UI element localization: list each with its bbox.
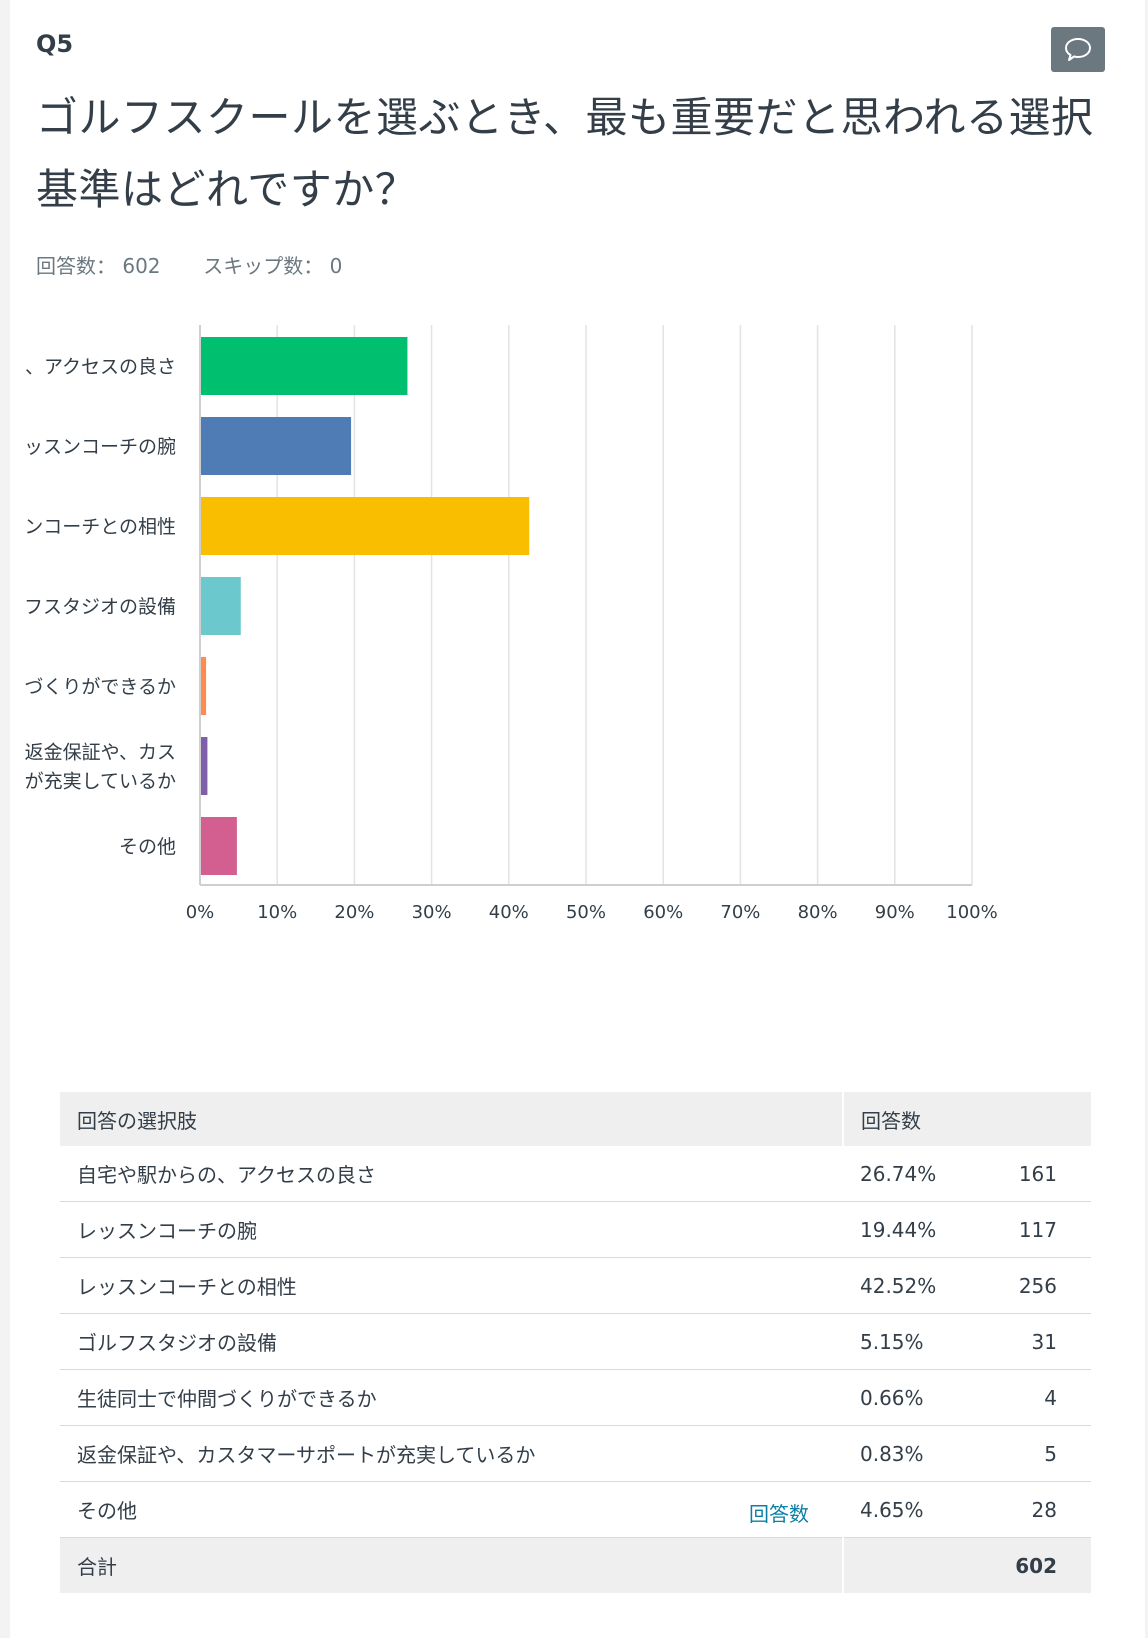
choice-label: 返金保証や、カスタマーサポートが充実しているか [77, 1443, 536, 1467]
choice-label: ゴルフスタジオの設備 [77, 1331, 277, 1355]
choice-label: 生徒同士で仲間づくりができるか [77, 1387, 377, 1411]
x-tick-label: 60% [643, 902, 683, 923]
table-row: その他 回答数 4.65% 28 [60, 1481, 1091, 1538]
choice-percent: 26.74% [843, 1146, 952, 1202]
choice-count: 28 [952, 1481, 1091, 1538]
table-row: ゴルフスタジオの設備 5.15% 31 [60, 1313, 1091, 1370]
skipped-count: 0 [329, 254, 343, 278]
choice-percent: 19.44% [843, 1201, 952, 1258]
choice-count: 31 [952, 1313, 1091, 1370]
x-tick-label: 20% [334, 902, 374, 923]
choice-label: 自宅や駅からの、アクセスの良さ [77, 1163, 376, 1187]
choice-label: レッスンコーチとの相性 [77, 1275, 297, 1299]
question-title: ゴルフスクールを選ぶとき、最も重要だと思われる選択基準はどれですか？ [36, 93, 1094, 214]
x-tick-label: 100% [946, 902, 997, 923]
bar[interactable] [201, 817, 237, 875]
x-tick-label: 70% [720, 902, 760, 923]
response-summary: 回答数： 602 スキップ数： 0 [36, 250, 342, 279]
x-tick-label: 0% [186, 902, 215, 923]
bar[interactable] [201, 737, 208, 795]
table-row: レッスンコーチとの相性 42.52% 256 [60, 1257, 1091, 1314]
category-label: づくりができるか [24, 676, 176, 698]
category-label: フスタジオの設備 [24, 596, 176, 618]
choice-count: 5 [952, 1425, 1091, 1482]
response-table: 回答の選択肢 回答数 自宅や駅からの、アクセスの良さ 26.74% 161 レッスンコ… [60, 1092, 1091, 1593]
table-row: 返金保証や、カスタマーサポートが充実しているか 0.83% 5 [60, 1425, 1091, 1482]
x-tick-label: 80% [798, 902, 838, 923]
table-row: 自宅や駅からの、アクセスの良さ 26.74% 161 [60, 1146, 1091, 1202]
category-label: ッスンコーチの腕 [24, 436, 176, 458]
choice-percent: 4.65% [843, 1481, 952, 1538]
choice-count: 117 [952, 1201, 1091, 1258]
table-row: レッスンコーチの腕 19.44% 117 [60, 1201, 1091, 1258]
speech-bubble-icon [1065, 37, 1091, 61]
choice-percent: 5.15% [843, 1313, 952, 1370]
question-number: Q5 [36, 30, 74, 58]
answered-count: 602 [122, 254, 161, 278]
choice-count: 161 [952, 1146, 1091, 1202]
header-responses: 回答数 [842, 1092, 1091, 1146]
bar-chart: 0% 10% 20% 30% 40% 50% 60% 70% 80% 90% 100% 、アクセスの良… [24, 325, 998, 923]
choice-percent: 0.66% [843, 1369, 952, 1426]
total-count: 602 [952, 1537, 1091, 1593]
table-total-row: 合計 602 [60, 1537, 1091, 1593]
header-choice: 回答の選択肢 [60, 1092, 843, 1146]
x-tick-label: 90% [875, 902, 915, 923]
choice-label: レッスンコーチの腕 [77, 1219, 257, 1243]
bar[interactable] [201, 337, 408, 395]
question-card: Q5 ゴルフスクールを選ぶとき、最も重要だと思われる選択基準はどれですか？ 回答… [10, 0, 1145, 1638]
view-responses-link[interactable]: 回答数 [749, 1502, 809, 1526]
bar[interactable] [201, 417, 352, 475]
table-header-row: 回答の選択肢 回答数 [60, 1092, 1091, 1146]
bar[interactable] [201, 497, 530, 555]
category-label: ンコーチとの相性 [24, 516, 176, 538]
category-label: が充実しているか [25, 771, 176, 793]
choice-percent: 42.52% [843, 1257, 952, 1314]
category-label: 返金保証や、カス [25, 742, 176, 764]
choice-percent: 0.83% [843, 1425, 952, 1482]
total-label: 合計 [60, 1537, 843, 1593]
x-tick-label: 30% [412, 902, 452, 923]
choice-label: その他 [77, 1499, 137, 1523]
comment-button[interactable] [1051, 27, 1105, 72]
table-row: 生徒同士で仲間づくりができるか 0.66% 4 [60, 1369, 1091, 1426]
answered-label: 回答数： [36, 254, 116, 278]
choice-count: 256 [952, 1257, 1091, 1314]
category-label: その他 [119, 836, 176, 858]
category-label: 、アクセスの良さ [25, 356, 176, 378]
x-tick-label: 40% [489, 902, 529, 923]
x-tick-label: 50% [566, 902, 606, 923]
bar[interactable] [201, 657, 207, 715]
x-tick-label: 10% [257, 902, 297, 923]
bar[interactable] [201, 577, 241, 635]
skipped-label: スキップ数： [203, 254, 324, 278]
choice-count: 4 [952, 1369, 1091, 1426]
